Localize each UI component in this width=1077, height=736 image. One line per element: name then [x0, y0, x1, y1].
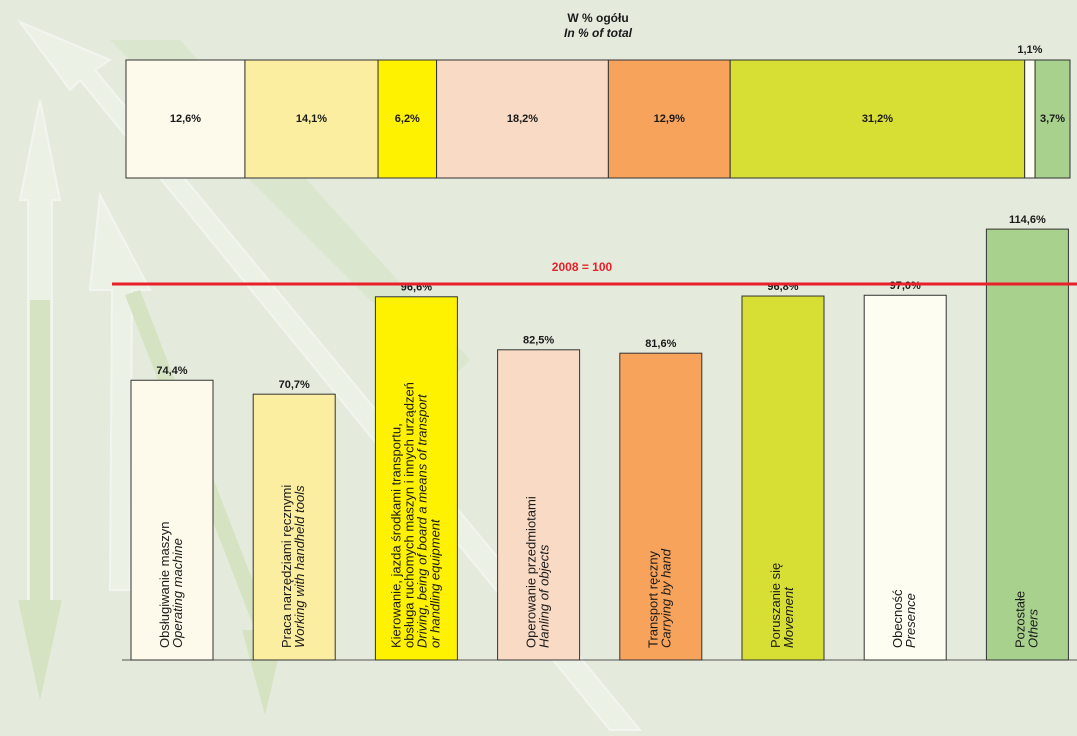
category-label: Obsługiwanie maszyn: [157, 522, 172, 648]
value-label: 81,6%: [645, 338, 676, 350]
category-label: Driving, being of board a means of trans…: [414, 393, 429, 648]
segment: [377, 59, 438, 179]
segment: [436, 59, 609, 179]
category-label: Pozostałe: [1012, 591, 1027, 648]
chart-subtitle: In % of total: [564, 26, 633, 40]
value-label: 74,4%: [156, 365, 187, 377]
category-label: Kierowanie, jazda środkami transportu,: [388, 423, 403, 648]
value-label: 70,7%: [279, 379, 310, 391]
bar: [985, 228, 1069, 661]
value-label: 1,1%: [1017, 44, 1042, 56]
value-label: 3,7%: [1040, 113, 1065, 125]
bar: [863, 294, 947, 661]
category-label: Transport ręczny: [646, 550, 661, 648]
category-label: Obecność: [890, 589, 905, 648]
value-label: 82,5%: [523, 335, 554, 347]
segment: [1024, 59, 1036, 179]
bar: [619, 352, 703, 661]
segment: [729, 59, 1026, 179]
bar: [497, 349, 581, 661]
reference-label: 2008 = 100: [552, 260, 613, 274]
category-label: Hanling of objects: [537, 544, 552, 648]
category-label: Operowanie przedmiotami: [524, 496, 539, 648]
category-label: Praca narzędziami ręcznymi: [279, 485, 294, 648]
category-label: Presence: [903, 593, 918, 648]
value-label: 12,6%: [170, 113, 201, 125]
decoration: [17, 19, 643, 731]
value-label: 114,6%: [1009, 214, 1046, 226]
category-label: Working with handheld tools: [292, 485, 307, 648]
value-label: 18,2%: [507, 113, 538, 125]
category-label: Poruszanie się: [768, 563, 783, 648]
category-label: Carrying by hand: [659, 548, 674, 648]
bar: [374, 296, 458, 661]
value-label: 97,0%: [890, 280, 921, 292]
segment: [607, 59, 731, 179]
value-label: 14,1%: [296, 113, 327, 125]
segment: [244, 59, 379, 179]
category-label: or handling equipment: [427, 518, 442, 648]
category-label: Operating machine: [170, 538, 185, 648]
category-label: Movement: [781, 586, 796, 648]
bar: [741, 295, 825, 661]
value-label: 31,2%: [862, 113, 893, 125]
bar: [252, 393, 336, 661]
chart-title: W % ogółu: [567, 11, 628, 25]
bar: [130, 379, 214, 661]
segment: [1034, 59, 1071, 179]
value-label: 12,9%: [654, 113, 685, 125]
value-label: 6,2%: [395, 113, 420, 125]
category-label: obsługa ruchomych maszyn i innych urządz…: [401, 382, 416, 648]
category-label: Others: [1025, 608, 1040, 648]
